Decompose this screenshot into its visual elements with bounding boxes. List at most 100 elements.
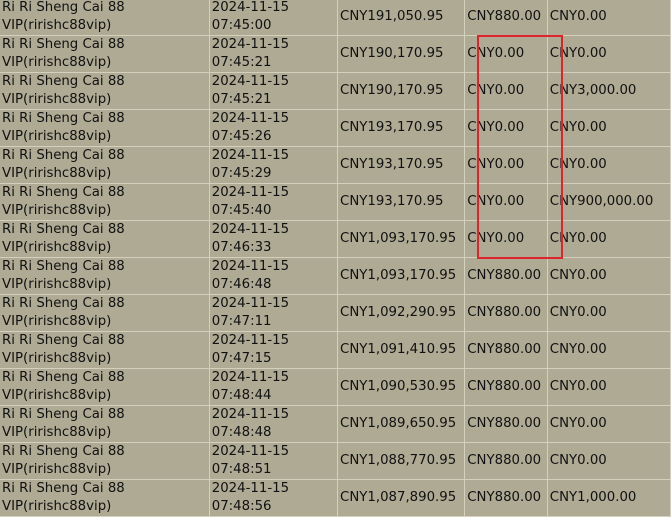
table-row[interactable]: Ri Ri Sheng Cai 88 VIP(ririshc88vip) 2024-…	[0, 0, 671, 36]
account-cell: Ri Ri Sheng Cai 88 VIP(ririshc88vip)	[0, 109, 210, 147]
datetime-date: 2024-11-15	[211, 296, 290, 311]
account-account: VIP(ririshc88vip)	[2, 351, 112, 366]
balance-cell: CNY190,170.95	[337, 72, 466, 110]
datetime-cell: 2024-11-15 07:48:48	[208, 405, 339, 443]
balance-balance: CNY1,091,410.95	[340, 342, 457, 357]
credit-cell: CNY900,000.00	[546, 183, 671, 221]
debit-cell: CNY880.00	[464, 331, 548, 369]
balance-balance: CNY1,087,890.95	[340, 490, 457, 505]
table-row[interactable]: Ri Ri Sheng Cai 88 VIP(ririshc88vip) 2024-…	[0, 442, 671, 480]
credit-cell: CNY0.00	[546, 405, 671, 443]
account-account: VIP(ririshc88vip)	[2, 499, 112, 514]
credit-credit: CNY0.00	[549, 453, 607, 468]
datetime-cell: 2024-11-15 07:46:48	[208, 257, 339, 295]
debit-debit: CNY880.00	[467, 379, 542, 394]
datetime-date: 2024-11-15	[211, 74, 290, 89]
account-name: Ri Ri Sheng Cai 88	[2, 222, 125, 237]
debit-cell: CNY0.00	[464, 183, 548, 221]
datetime-time: 07:45:00	[211, 18, 272, 33]
table-row[interactable]: Ri Ri Sheng Cai 88 VIP(ririshc88vip) 2024-…	[0, 183, 671, 221]
datetime-cell: 2024-11-15 07:47:15	[208, 331, 339, 369]
datetime-date: 2024-11-15	[211, 0, 290, 15]
balance-balance: CNY1,093,170.95	[340, 231, 457, 246]
datetime-cell: 2024-11-15 07:45:29	[208, 146, 339, 184]
credit-credit: CNY0.00	[549, 379, 607, 394]
datetime-date: 2024-11-15	[211, 444, 290, 459]
account-name: Ri Ri Sheng Cai 88	[2, 148, 125, 163]
credit-cell: CNY0.00	[546, 368, 671, 406]
credit-cell: CNY0.00	[546, 0, 671, 36]
table-row[interactable]: Ri Ri Sheng Cai 88 VIP(ririshc88vip) 2024-…	[0, 331, 671, 369]
table-row[interactable]: Ri Ri Sheng Cai 88 VIP(ririshc88vip) 2024-…	[0, 35, 671, 73]
datetime-cell: 2024-11-15 07:45:00	[208, 0, 339, 36]
debit-debit: CNY0.00	[467, 157, 525, 172]
debit-debit: CNY880.00	[467, 9, 542, 24]
credit-credit: CNY3,000.00	[549, 83, 637, 98]
account-name: Ri Ri Sheng Cai 88	[2, 74, 125, 89]
table-row[interactable]: Ri Ri Sheng Cai 88 VIP(ririshc88vip) 2024-…	[0, 405, 671, 443]
account-account: VIP(ririshc88vip)	[2, 129, 112, 144]
table-row[interactable]: Ri Ri Sheng Cai 88 VIP(ririshc88vip) 2024-…	[0, 146, 671, 184]
balance-cell: CNY1,089,650.95	[337, 405, 466, 443]
debit-cell: CNY0.00	[464, 146, 548, 184]
account-name: Ri Ri Sheng Cai 88	[2, 185, 125, 200]
credit-cell: CNY0.00	[546, 109, 671, 147]
balance-balance: CNY193,170.95	[340, 194, 444, 209]
balance-cell: CNY1,087,890.95	[337, 479, 466, 517]
credit-credit: CNY0.00	[549, 268, 607, 283]
debit-debit: CNY880.00	[467, 453, 542, 468]
debit-cell: CNY880.00	[464, 0, 548, 36]
datetime-date: 2024-11-15	[211, 148, 290, 163]
table-row[interactable]: Ri Ri Sheng Cai 88 VIP(ririshc88vip) 2024-…	[0, 220, 671, 258]
datetime-date: 2024-11-15	[211, 222, 290, 237]
datetime-time: 07:47:11	[211, 314, 272, 329]
debit-cell: CNY880.00	[464, 479, 548, 517]
credit-cell: CNY1,000.00	[546, 479, 671, 517]
debit-cell: CNY880.00	[464, 257, 548, 295]
debit-cell: CNY0.00	[464, 72, 548, 110]
account-account: VIP(ririshc88vip)	[2, 277, 112, 292]
table-row[interactable]: Ri Ri Sheng Cai 88 VIP(ririshc88vip) 2024-…	[0, 109, 671, 147]
datetime-time: 07:48:48	[211, 425, 272, 440]
balance-cell: CNY193,170.95	[337, 146, 466, 184]
account-account: VIP(ririshc88vip)	[2, 203, 112, 218]
datetime-cell: 2024-11-15 07:45:26	[208, 109, 339, 147]
credit-cell: CNY3,000.00	[546, 72, 671, 110]
account-account: VIP(ririshc88vip)	[2, 388, 112, 403]
credit-cell: CNY0.00	[546, 257, 671, 295]
datetime-cell: 2024-11-15 07:48:56	[208, 479, 339, 517]
table-row[interactable]: Ri Ri Sheng Cai 88 VIP(ririshc88vip) 2024-…	[0, 368, 671, 406]
account-account: VIP(ririshc88vip)	[2, 55, 112, 70]
balance-cell: CNY191,050.95	[337, 0, 466, 36]
datetime-date: 2024-11-15	[211, 333, 290, 348]
account-cell: Ri Ri Sheng Cai 88 VIP(ririshc88vip)	[0, 405, 210, 443]
balance-balance: CNY190,170.95	[340, 83, 444, 98]
datetime-time: 07:45:29	[211, 166, 272, 181]
balance-balance: CNY190,170.95	[340, 46, 444, 61]
debit-cell: CNY880.00	[464, 442, 548, 480]
datetime-cell: 2024-11-15 07:46:33	[208, 220, 339, 258]
account-name: Ri Ri Sheng Cai 88	[2, 296, 125, 311]
balance-cell: CNY1,088,770.95	[337, 442, 466, 480]
account-name: Ri Ri Sheng Cai 88	[2, 444, 125, 459]
credit-credit: CNY0.00	[549, 120, 607, 135]
table-row[interactable]: Ri Ri Sheng Cai 88 VIP(ririshc88vip) 2024-…	[0, 294, 671, 332]
account-cell: Ri Ri Sheng Cai 88 VIP(ririshc88vip)	[0, 368, 210, 406]
table-row[interactable]: Ri Ri Sheng Cai 88 VIP(ririshc88vip) 2024-…	[0, 72, 671, 110]
credit-cell: CNY0.00	[546, 294, 671, 332]
balance-cell: CNY1,093,170.95	[337, 257, 466, 295]
account-name: Ri Ri Sheng Cai 88	[2, 333, 125, 348]
datetime-cell: 2024-11-15 07:48:51	[208, 442, 339, 480]
debit-debit: CNY0.00	[467, 46, 525, 61]
datetime-date: 2024-11-15	[211, 481, 290, 496]
table-row[interactable]: Ri Ri Sheng Cai 88 VIP(ririshc88vip) 2024-…	[0, 257, 671, 295]
table-row[interactable]: Ri Ri Sheng Cai 88 VIP(ririshc88vip) 2024-…	[0, 479, 671, 517]
account-cell: Ri Ri Sheng Cai 88 VIP(ririshc88vip)	[0, 442, 210, 480]
balance-balance: CNY193,170.95	[340, 120, 444, 135]
datetime-date: 2024-11-15	[211, 259, 290, 274]
datetime-cell: 2024-11-15 07:45:21	[208, 35, 339, 73]
account-account: VIP(ririshc88vip)	[2, 240, 112, 255]
debit-cell: CNY880.00	[464, 405, 548, 443]
account-cell: Ri Ri Sheng Cai 88 VIP(ririshc88vip)	[0, 257, 210, 295]
